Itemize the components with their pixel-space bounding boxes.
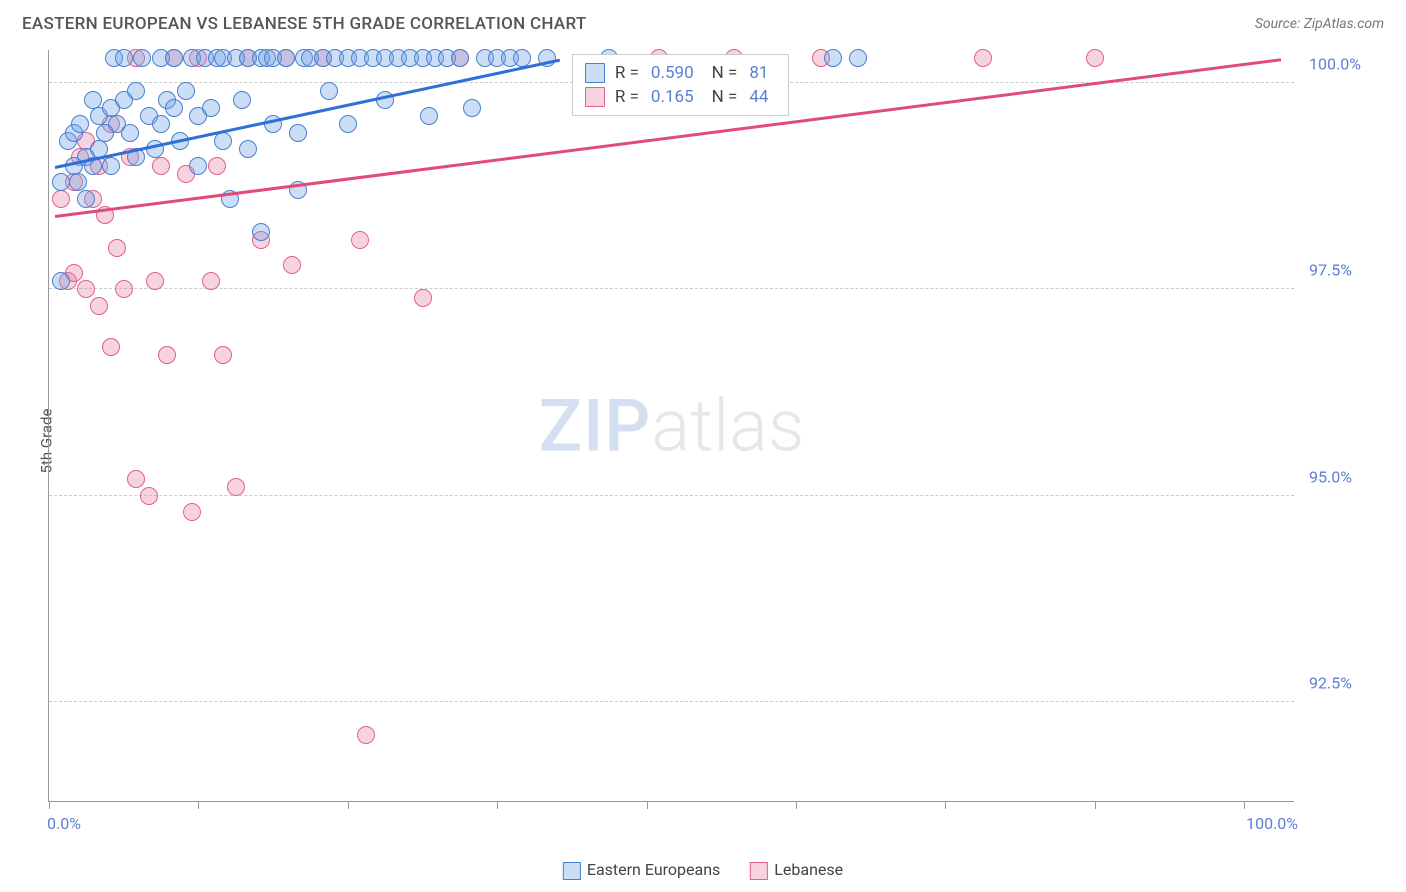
data-point-pink <box>108 239 126 257</box>
x-tick <box>497 801 498 809</box>
data-point-blue <box>133 49 151 67</box>
r-value: 0.165 <box>651 87 694 107</box>
data-point-pink <box>90 297 108 315</box>
y-tick-label: 92.5% <box>1309 673 1379 692</box>
data-point-pink <box>414 289 432 307</box>
data-point-blue <box>233 91 251 109</box>
gridline-h <box>49 701 1294 702</box>
data-point-blue <box>277 49 295 67</box>
legend-swatch-pink <box>585 87 605 107</box>
data-point-pink <box>140 487 158 505</box>
data-point-blue <box>451 49 469 67</box>
data-point-blue <box>214 132 232 150</box>
legend-label: Eastern Europeans <box>587 860 720 879</box>
n-value: 81 <box>749 63 768 83</box>
x-axis-min-label: 0.0% <box>47 814 81 833</box>
data-point-blue <box>202 99 220 117</box>
data-point-blue <box>69 173 87 191</box>
y-tick-label: 100.0% <box>1309 55 1379 74</box>
data-point-pink <box>974 49 992 67</box>
data-point-pink <box>102 338 120 356</box>
data-point-pink <box>146 272 164 290</box>
data-point-blue <box>320 82 338 100</box>
x-tick <box>348 801 349 809</box>
watermark: ZIPatlas <box>539 383 805 468</box>
data-point-blue <box>127 82 145 100</box>
data-point-blue <box>189 157 207 175</box>
data-point-blue <box>824 49 842 67</box>
data-point-pink <box>127 470 145 488</box>
bottom-legend-item: Lebanese <box>750 860 843 880</box>
source-attribution: Source: ZipAtlas.com <box>1255 16 1384 32</box>
data-point-blue <box>165 99 183 117</box>
stats-legend-row: R = 0.590 N = 81 <box>585 61 777 85</box>
r-label: R = <box>615 87 639 107</box>
chart-container: 5th Grade ZIPatlas 0.0% 100.0% 92.5%95.0… <box>48 50 1384 832</box>
plot-area: ZIPatlas 0.0% 100.0% 92.5%95.0%97.5%100.… <box>48 50 1294 802</box>
data-point-blue <box>339 115 357 133</box>
data-point-pink <box>77 280 95 298</box>
n-label: N = <box>712 63 738 83</box>
stats-legend-box: R = 0.590 N = 81 R = 0.165 N = 44 <box>572 54 790 116</box>
watermark-zip: ZIP <box>539 383 652 468</box>
x-tick <box>945 801 946 809</box>
data-point-pink <box>158 346 176 364</box>
data-point-blue <box>239 140 257 158</box>
data-point-pink <box>183 503 201 521</box>
data-point-blue <box>115 49 133 67</box>
data-point-blue <box>252 223 270 241</box>
x-tick <box>647 801 648 809</box>
data-point-blue <box>463 99 481 117</box>
gridline-h <box>49 288 1294 289</box>
data-point-blue <box>71 115 89 133</box>
data-point-pink <box>52 190 70 208</box>
y-tick-label: 95.0% <box>1309 467 1379 486</box>
chart-title: EASTERN EUROPEAN VS LEBANESE 5TH GRADE C… <box>22 14 587 34</box>
data-point-pink <box>214 346 232 364</box>
data-point-pink <box>283 256 301 274</box>
data-point-pink <box>357 726 375 744</box>
data-point-blue <box>177 82 195 100</box>
x-tick <box>796 801 797 809</box>
x-tick <box>1095 801 1096 809</box>
data-point-blue <box>84 91 102 109</box>
data-point-pink <box>227 478 245 496</box>
r-value: 0.590 <box>651 63 694 83</box>
legend-label: Lebanese <box>774 860 843 879</box>
legend-swatch-blue <box>563 862 581 880</box>
x-tick <box>49 801 50 809</box>
data-point-blue <box>849 49 867 67</box>
data-point-blue <box>165 49 183 67</box>
data-point-blue <box>152 115 170 133</box>
bottom-legend-item: Eastern Europeans <box>563 860 720 880</box>
data-point-blue <box>420 107 438 125</box>
data-point-pink <box>208 157 226 175</box>
y-tick-label: 97.5% <box>1309 261 1379 280</box>
data-point-pink <box>351 231 369 249</box>
data-point-pink <box>202 272 220 290</box>
data-point-pink <box>115 280 133 298</box>
x-axis-max-label: 100.0% <box>1246 814 1298 833</box>
data-point-blue <box>77 190 95 208</box>
data-point-pink <box>1086 49 1104 67</box>
n-label: N = <box>712 87 738 107</box>
data-point-blue <box>52 272 70 290</box>
watermark-atlas: atlas <box>651 383 804 468</box>
trend-line-blue <box>55 58 560 168</box>
stats-legend-row: R = 0.165 N = 44 <box>585 85 777 109</box>
data-point-blue <box>289 124 307 142</box>
legend-swatch-blue <box>585 63 605 83</box>
legend-swatch-pink <box>750 862 768 880</box>
x-tick <box>198 801 199 809</box>
x-tick <box>1244 801 1245 809</box>
bottom-legend: Eastern Europeans Lebanese <box>563 860 843 880</box>
data-point-blue <box>102 157 120 175</box>
data-point-pink <box>152 157 170 175</box>
r-label: R = <box>615 63 639 83</box>
data-point-blue <box>121 124 139 142</box>
n-value: 44 <box>749 87 768 107</box>
